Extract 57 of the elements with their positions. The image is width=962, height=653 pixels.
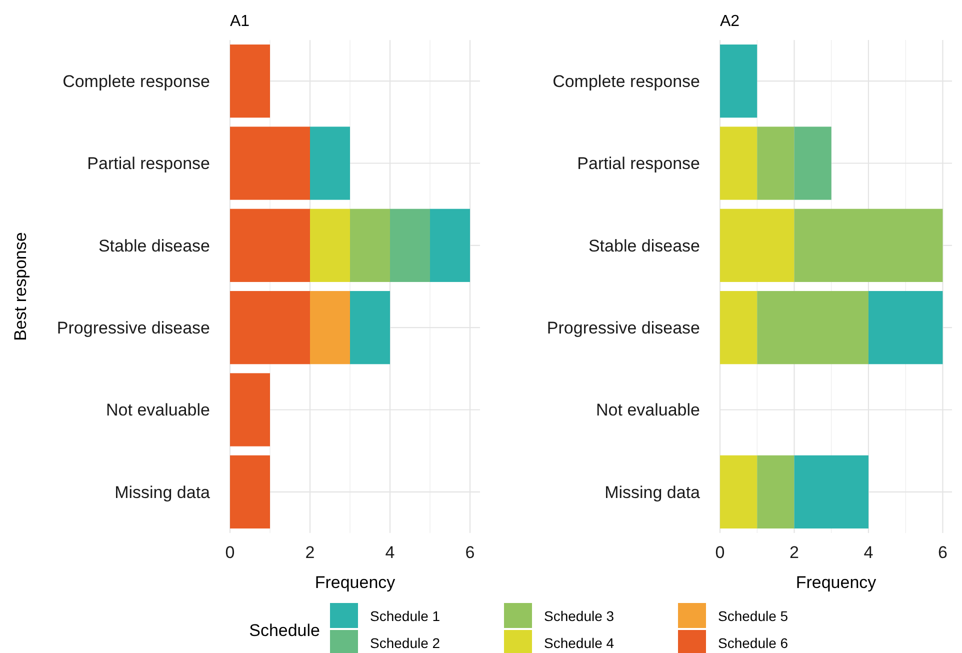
x-tick-label: 4: [864, 543, 874, 562]
y-tick-label: Progressive disease: [546, 318, 700, 338]
y-tick-label: Stable disease: [588, 236, 700, 256]
y-tick-label: Complete response: [62, 72, 210, 92]
bar: [350, 291, 390, 364]
bar: [794, 126, 832, 200]
y-tick-label: Not evaluable: [596, 400, 700, 420]
legend-label: Schedule 2: [370, 634, 440, 651]
legend-label: Schedule 6: [718, 634, 788, 651]
bar: [720, 126, 758, 200]
bar: [720, 291, 758, 364]
y-tick-label: Missing data: [604, 482, 701, 502]
y-axis-title: Best response: [11, 232, 30, 341]
bar: [350, 208, 390, 282]
bar: [390, 208, 430, 282]
bar: [720, 455, 758, 528]
bar: [310, 291, 350, 364]
y-tick-label: Complete response: [552, 72, 700, 92]
chart-title: A2: [720, 13, 740, 30]
legend-label: Schedule 5: [718, 608, 788, 624]
bar: [230, 291, 310, 364]
legend-label: Schedule 4: [544, 634, 614, 651]
x-tick-label: 2: [305, 543, 315, 562]
legend-label: Schedule 3: [544, 608, 614, 624]
x-axis-title: Frequency: [796, 573, 877, 592]
y-tick-label: Not evaluable: [106, 400, 210, 420]
bar: [310, 126, 350, 200]
x-axis-title: Frequency: [314, 573, 396, 592]
bar: [230, 208, 310, 282]
chart-title: A1: [230, 13, 250, 30]
bar: [720, 208, 794, 282]
bar: [230, 455, 270, 528]
y-tick-label: Stable disease: [98, 236, 210, 256]
legend-label: Schedule 1: [370, 608, 440, 624]
bar: [720, 44, 758, 118]
bar: [757, 455, 794, 528]
bar: [794, 455, 868, 528]
bar: [794, 208, 943, 282]
x-tick-label: 6: [938, 543, 948, 562]
x-tick-label: 0: [715, 543, 725, 562]
y-tick-label: Partial response: [577, 154, 700, 174]
x-tick-label: 2: [790, 543, 799, 562]
bar: [310, 208, 350, 282]
x-tick-label: 6: [465, 543, 475, 562]
bar: [430, 208, 470, 282]
legend-title: Schedule: [249, 620, 320, 640]
bar: [230, 373, 270, 446]
bar: [868, 291, 943, 364]
bar: [230, 126, 310, 200]
bar: [230, 44, 270, 118]
x-tick-label: 4: [385, 543, 395, 562]
x-tick-label: 0: [225, 543, 235, 562]
y-tick-label: Missing data: [114, 482, 211, 502]
bar: [757, 291, 868, 364]
y-tick-label: Partial response: [87, 154, 210, 174]
bar: [757, 126, 794, 200]
y-tick-label: Progressive disease: [56, 318, 210, 338]
